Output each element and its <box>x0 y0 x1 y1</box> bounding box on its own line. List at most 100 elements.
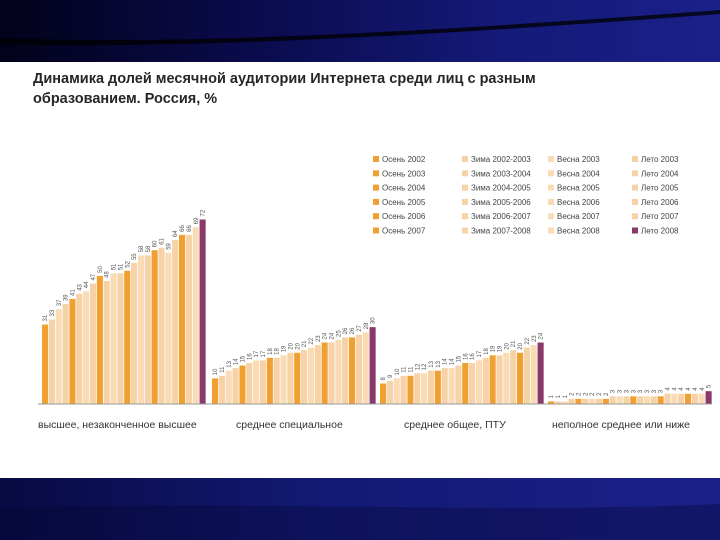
legend-entry: Зима 2002-2003 <box>471 155 531 164</box>
bar-2-7 <box>253 360 260 404</box>
legend-entry: Осень 2004 <box>382 184 426 193</box>
bar-1-21 <box>179 234 186 405</box>
bar-value-label: 26 <box>343 327 349 334</box>
bar-value-label: 22 <box>309 337 315 344</box>
bar-value-label: 31 <box>43 314 49 321</box>
bar-value-label: 15 <box>240 355 246 362</box>
bar-1-22 <box>185 234 192 405</box>
bar-value-label: 21 <box>302 340 308 347</box>
bar-4-5 <box>575 398 582 405</box>
bar-2-18 <box>328 342 335 404</box>
bar-value-label: 19 <box>491 345 497 352</box>
bar-value-label: 2 <box>583 392 589 396</box>
category-label-4: неполное среднее или ниже <box>552 419 690 431</box>
bar-value-label: 20 <box>288 342 294 349</box>
bottom-footer-band <box>0 478 720 540</box>
bar-2-15 <box>307 347 314 405</box>
legend-swatch <box>632 170 638 177</box>
legend-swatch <box>632 213 638 220</box>
bar-3-24 <box>537 342 544 404</box>
bar-2-13 <box>294 352 301 404</box>
legend-swatch <box>462 213 468 220</box>
bar-value-label: 2 <box>597 392 603 396</box>
bar-value-label: 10 <box>213 368 219 375</box>
legend-swatch <box>632 198 638 205</box>
bar-value-label: 37 <box>57 299 63 306</box>
bar-2-10 <box>273 357 280 405</box>
legend-swatch <box>462 227 468 234</box>
legend: Осень 2002 Зима 2002-2003 Весна 2003 Лето 2… <box>373 155 679 236</box>
bar-1-20 <box>172 240 179 404</box>
bar-3-11 <box>448 368 455 405</box>
category-label-2: среднее специальное <box>236 419 343 431</box>
bar-value-label: 13 <box>436 360 442 367</box>
bar-4-11 <box>616 396 623 404</box>
bar-value-label: 64 <box>173 230 179 237</box>
bar-1-23 <box>192 227 199 404</box>
bar-value-label: 14 <box>450 358 456 365</box>
bar-1-13 <box>124 270 131 404</box>
bar-1-6 <box>76 293 83 404</box>
bar-value-label: 3 <box>624 389 630 393</box>
bar-2-14 <box>301 350 308 404</box>
legend-entry: Весна 2003 <box>557 155 600 164</box>
bar-1-18 <box>158 247 165 404</box>
bar-value-label: 2 <box>604 392 610 396</box>
bar-value-label: 21 <box>511 340 517 347</box>
bar-value-label: 2 <box>570 392 576 396</box>
legend-swatch <box>373 170 379 177</box>
bar-4-9 <box>602 398 609 405</box>
bar-2-20 <box>342 337 349 405</box>
bar-4-15 <box>643 396 650 404</box>
bar-value-label: 4 <box>693 387 699 391</box>
legend-entry: Осень 2006 <box>382 212 426 221</box>
bar-value-label: 11 <box>402 366 408 373</box>
title-line-1: Динамика долей месячной аудитории Интерн… <box>33 71 536 87</box>
bar-1-5 <box>69 298 76 404</box>
bar-value-label: 4 <box>666 387 672 391</box>
bar-value-label: 23 <box>532 335 538 342</box>
legend-swatch <box>462 170 468 177</box>
bar-value-label: 16 <box>247 353 253 360</box>
legend-entry: Зима 2004-2005 <box>471 184 531 193</box>
bar-value-label: 3 <box>652 389 658 393</box>
legend-entry: Зима 2007-2008 <box>471 227 531 236</box>
bar-4-22 <box>691 393 698 404</box>
legend-swatch <box>462 184 468 191</box>
legend-swatch <box>548 213 554 220</box>
bar-2-5 <box>239 365 246 404</box>
bar-4-1 <box>548 401 555 404</box>
bar-3-4 <box>400 375 407 404</box>
bar-value-label: 3 <box>638 389 644 393</box>
bar-4-19 <box>671 393 678 404</box>
category-label-1: высшее, незаконченное высшее <box>38 419 197 431</box>
bar-3-8 <box>427 370 435 404</box>
bar-4-20 <box>678 393 685 404</box>
top-header-band <box>0 0 720 62</box>
bar-3-1 <box>380 383 387 404</box>
decorative-swoosh <box>0 10 720 46</box>
bar-1-12 <box>117 273 124 404</box>
bar-2-6 <box>246 363 253 404</box>
bar-value-label: 11 <box>220 366 226 373</box>
bar-value-label: 39 <box>64 294 70 301</box>
bar-value-label: 66 <box>180 225 186 232</box>
bar-4-23 <box>698 393 705 404</box>
bar-1-24 <box>199 219 206 404</box>
bar-value-label: 18 <box>484 348 490 355</box>
bar-value-label: 48 <box>105 271 111 278</box>
bar-1-17 <box>151 250 158 404</box>
legend-swatch <box>632 184 638 191</box>
legend-entry: Лето 2004 <box>641 169 679 178</box>
bar-value-label: 72 <box>201 209 207 216</box>
bar-2-19 <box>335 339 342 404</box>
legend-entry: Лето 2008 <box>641 227 679 236</box>
bar-4-18 <box>664 393 671 404</box>
bar-value-label: 44 <box>84 281 90 288</box>
legend-swatch <box>373 198 379 205</box>
bar-value-label: 50 <box>98 266 104 273</box>
bar-2-12 <box>287 352 294 404</box>
bar-value-label: 8 <box>381 377 387 381</box>
bar-2-21 <box>349 337 356 405</box>
